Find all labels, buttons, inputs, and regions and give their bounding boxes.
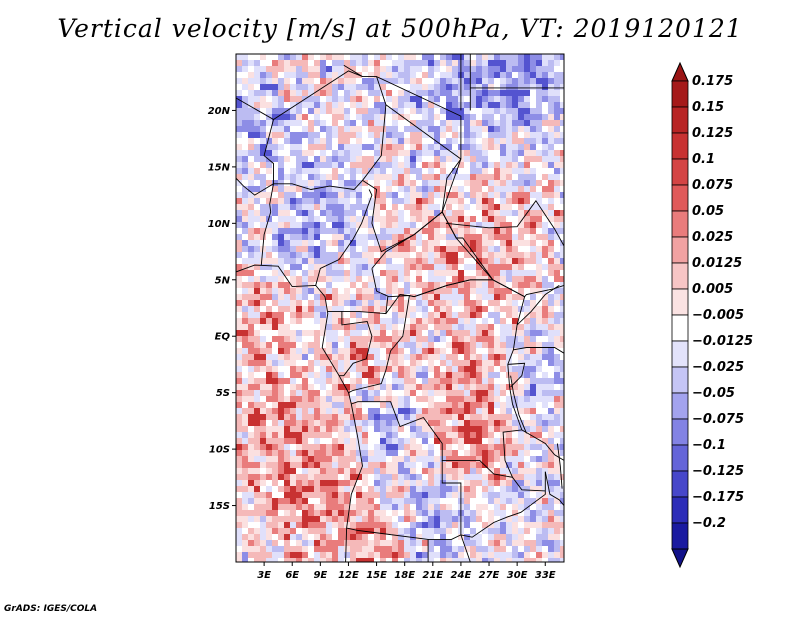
colorbar-label: −0.175 bbox=[692, 490, 744, 505]
border-line bbox=[544, 471, 564, 506]
colorbar-segment bbox=[671, 522, 689, 550]
lon-tick-label: 6E bbox=[285, 570, 299, 581]
colorbar-label: −0.0125 bbox=[692, 334, 753, 349]
colorbar-segment bbox=[671, 288, 689, 316]
grads-credit: GrADS: IGES/COLA bbox=[4, 604, 98, 614]
colorbar-label: −0.1 bbox=[692, 438, 726, 453]
colorbar-segment bbox=[671, 470, 689, 498]
colorbar-segment bbox=[671, 80, 689, 108]
border-line bbox=[460, 471, 546, 538]
lat-tick-label: 15N bbox=[208, 162, 231, 173]
colorbar-label: −0.005 bbox=[692, 308, 744, 323]
colorbar-bottom-arrow bbox=[671, 548, 689, 569]
colorbar-label: 0.005 bbox=[692, 282, 733, 297]
colorbar-segment bbox=[671, 158, 689, 186]
lat-tick-label: 15S bbox=[209, 501, 230, 512]
colorbar-label: −0.075 bbox=[692, 412, 744, 427]
colorbar-label: 0.025 bbox=[692, 230, 733, 245]
colorbar-segment bbox=[671, 314, 689, 342]
colorbar-segment bbox=[671, 496, 689, 524]
colorbar-segment bbox=[671, 392, 689, 420]
map-title: Vertical velocity [m/s] at 500hPa, VT: 2… bbox=[57, 14, 743, 43]
lat-tick-label: 20N bbox=[208, 106, 231, 117]
colorbar-segment bbox=[671, 236, 689, 264]
country-borders bbox=[236, 54, 564, 562]
border-line bbox=[348, 294, 410, 394]
colorbar-segment bbox=[671, 340, 689, 368]
lon-tick-label: 12E bbox=[338, 570, 359, 581]
lat-tick-label: 10S bbox=[209, 445, 230, 456]
border-line bbox=[460, 534, 471, 562]
border-line bbox=[339, 311, 373, 377]
border-line bbox=[260, 183, 274, 266]
border-line bbox=[513, 347, 564, 354]
border-line bbox=[510, 375, 527, 434]
latitude-axis: 20N 15N 10N 5N EQ 5S 10S 15S bbox=[208, 106, 236, 512]
map-frame bbox=[235, 53, 565, 563]
lon-tick-label: 3E bbox=[257, 570, 271, 581]
colorbar-segment bbox=[671, 262, 689, 290]
colorbar-label: −0.025 bbox=[692, 360, 744, 375]
border-line bbox=[516, 285, 560, 326]
border-line bbox=[441, 158, 462, 213]
lon-tick-label: 30E bbox=[507, 570, 528, 581]
colorbar-segment bbox=[671, 132, 689, 160]
colorbar-label: 0.15 bbox=[692, 100, 724, 115]
colorbar-segment bbox=[671, 184, 689, 212]
colorbar-segment bbox=[671, 418, 689, 446]
lat-tick-label: EQ bbox=[215, 332, 231, 343]
border-line bbox=[376, 76, 564, 298]
colorbar-label: 0.05 bbox=[692, 204, 724, 219]
lat-tick-label: 5N bbox=[215, 275, 231, 286]
lat-tick-label: 10N bbox=[208, 219, 231, 230]
velocity-field bbox=[236, 54, 564, 562]
longitude-axis: 3E 6E 9E 12E 15E 18E 21E 24E 27E 30E 33E bbox=[257, 562, 556, 581]
border-line bbox=[327, 296, 389, 315]
border-line bbox=[236, 97, 275, 196]
lon-tick-label: 24E bbox=[451, 570, 472, 581]
border-line bbox=[236, 264, 363, 562]
colorbar-label: 0.1 bbox=[692, 152, 715, 167]
colorbar-segment bbox=[671, 366, 689, 394]
colorbar-top-arrow bbox=[671, 61, 689, 82]
border-line bbox=[351, 279, 526, 478]
lon-tick-label: 15E bbox=[366, 570, 387, 581]
lon-tick-label: 18E bbox=[394, 570, 415, 581]
border-line bbox=[315, 189, 373, 286]
lon-tick-label: 33E bbox=[535, 570, 556, 581]
colorbar-segment bbox=[671, 444, 689, 472]
lon-tick-label: 9E bbox=[313, 570, 327, 581]
border-line bbox=[343, 64, 363, 77]
lat-tick-label: 5S bbox=[216, 388, 230, 399]
colorbar: 0.175 0.15 0.125 0.1 0.075 0.05 0.025 0.0125 0.0… bbox=[671, 61, 753, 569]
lon-tick-label: 27E bbox=[479, 570, 500, 581]
border-line bbox=[556, 443, 563, 489]
colorbar-label: 0.0125 bbox=[692, 256, 742, 271]
colorbar-label: 0.075 bbox=[692, 178, 733, 193]
border-line bbox=[507, 362, 526, 388]
border-line bbox=[512, 477, 546, 492]
colorbar-label: 0.125 bbox=[692, 126, 733, 141]
colorbar-segment bbox=[671, 210, 689, 238]
colorbar-label: −0.125 bbox=[692, 464, 744, 479]
colorbar-label: −0.05 bbox=[692, 386, 735, 401]
colorbar-label: 0.175 bbox=[692, 74, 733, 89]
border-line bbox=[385, 104, 462, 160]
lon-tick-label: 21E bbox=[422, 570, 443, 581]
colorbar-segment bbox=[671, 106, 689, 134]
border-line bbox=[346, 460, 462, 540]
border-line bbox=[445, 200, 564, 247]
colorbar-label: −0.2 bbox=[692, 516, 726, 531]
